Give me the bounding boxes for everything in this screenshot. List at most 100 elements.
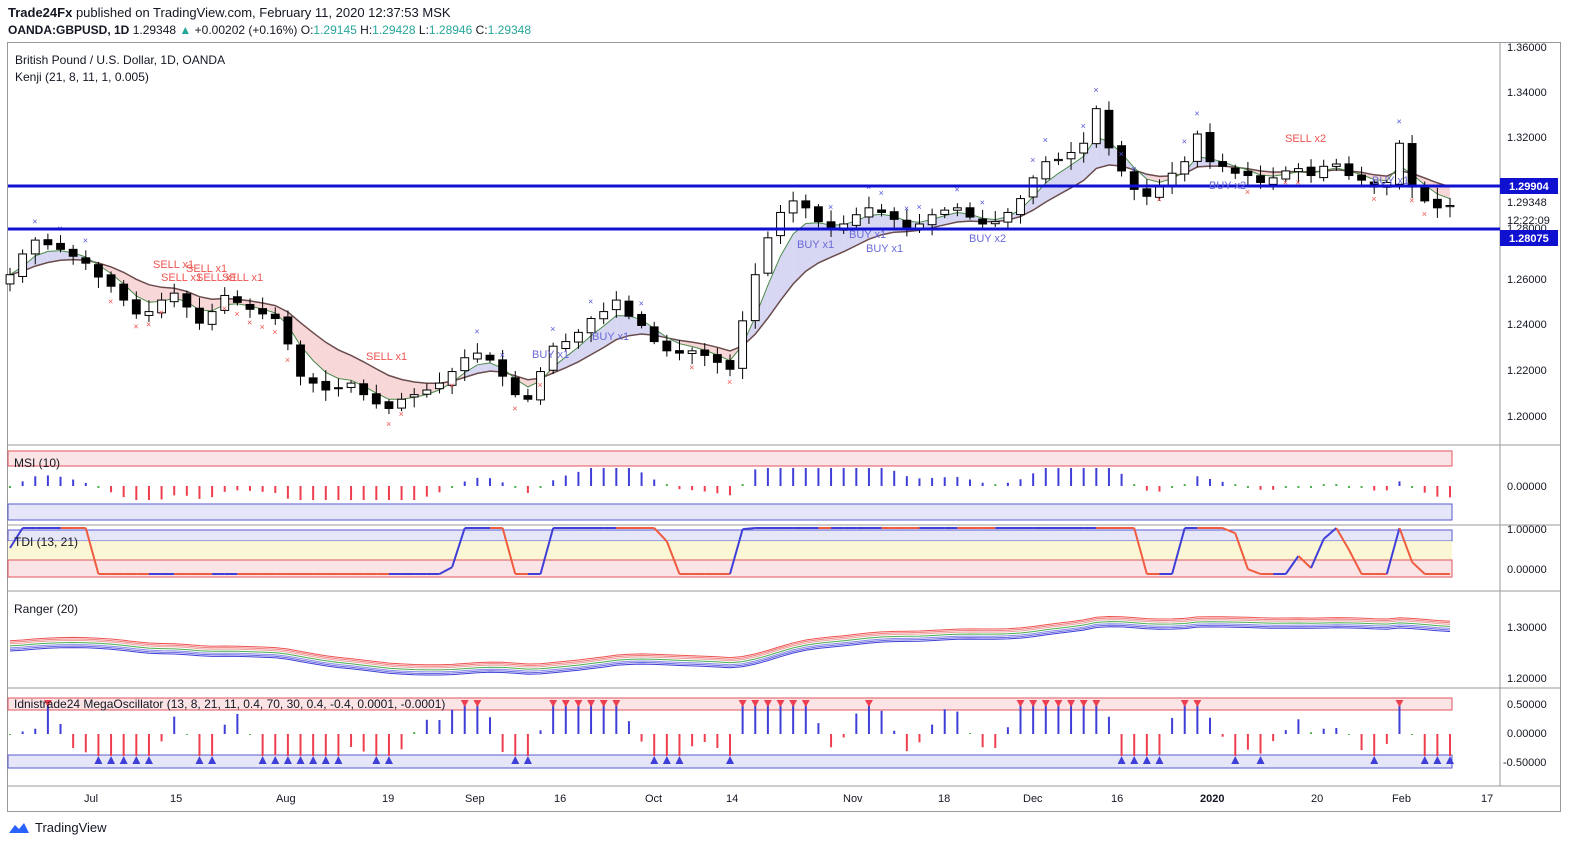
candle-body <box>788 200 798 214</box>
ranger-line <box>9 615 1451 666</box>
signal-mark: × <box>689 363 694 373</box>
candle-body <box>1420 184 1430 202</box>
signal-mark: × <box>386 419 391 429</box>
price-axis[interactable]: 1.36000 1.34000 1.32000 1.28000 1.26000 … <box>1503 42 1547 769</box>
msi-bar <box>539 486 542 488</box>
osc-sell-triangle <box>43 700 52 707</box>
msi-bar <box>905 476 908 486</box>
chart-frame[interactable] <box>7 42 1561 812</box>
tdi-segment <box>729 528 744 575</box>
candle-body <box>776 211 785 237</box>
osc-bar <box>943 709 946 734</box>
candle-body <box>5 274 15 285</box>
msi-bar <box>173 486 176 496</box>
osc-bar <box>817 723 820 734</box>
osc-bar <box>9 734 11 735</box>
msi-bar <box>324 486 327 500</box>
candle-body <box>801 200 811 209</box>
msi-bar <box>754 469 757 486</box>
ranger-line <box>9 619 1451 669</box>
candle-body <box>30 239 40 255</box>
msi-bar <box>1310 486 1313 488</box>
signal-mark: × <box>1131 164 1136 174</box>
footer-brand[interactable]: TradingView <box>35 820 107 835</box>
candle-body <box>68 248 78 257</box>
signal-label: BUY x2 <box>1209 180 1246 192</box>
msi-bar <box>766 468 769 486</box>
signal-label: BUY x1 <box>592 331 629 343</box>
signal-label: SELL x1 <box>366 351 407 363</box>
time-axis[interactable]: Jul 15 Aug 19 Sep 16 Oct 14 Nov 18 Dec 1… <box>84 793 1493 805</box>
osc-bar <box>59 723 62 734</box>
time-tick: 18 <box>938 793 950 805</box>
osc-sell-triangle <box>574 700 583 707</box>
msi-bar <box>1423 486 1426 493</box>
msi-bar <box>729 486 731 496</box>
candle-body <box>1230 167 1240 174</box>
osc-buy-triangle <box>1231 756 1240 764</box>
ranger-line <box>9 621 1451 671</box>
msi-bar <box>1082 468 1085 486</box>
candle-body <box>902 219 912 230</box>
osc-sell-triangle <box>1041 700 1050 707</box>
osc-bar <box>867 704 870 734</box>
candle-body <box>106 274 116 287</box>
candle-body <box>712 354 722 363</box>
signal-mark: × <box>474 326 479 336</box>
time-tick: Oct <box>645 793 662 805</box>
tdi-tick: 1.00000 <box>1507 524 1547 536</box>
osc-bar <box>1423 734 1426 756</box>
candle-body <box>637 313 646 326</box>
signal-mark: × <box>1081 121 1086 131</box>
candle-body <box>1066 151 1076 160</box>
signal-mark: × <box>285 355 290 365</box>
msi-bar <box>1436 486 1439 497</box>
open-value: 1.29145 <box>313 23 357 37</box>
osc-buy-triangle <box>1117 756 1126 764</box>
ranger-tick: 1.20000 <box>1507 673 1547 685</box>
osc-buy-triangle <box>283 756 292 764</box>
candle-body <box>523 395 533 400</box>
candle-body <box>814 206 823 223</box>
osc-bar <box>994 734 997 748</box>
msi-bar <box>1398 481 1401 486</box>
msi-bar <box>223 486 226 492</box>
osc-bar <box>893 730 896 734</box>
candle-body <box>1180 161 1190 175</box>
osc-buy-triangle <box>94 756 103 764</box>
cloud-segment <box>591 326 604 355</box>
ranger-line <box>9 624 1451 674</box>
osc-bar <box>1310 732 1313 734</box>
osc-buy-triangle <box>334 756 343 764</box>
up-arrow-icon: ▲ <box>179 23 192 37</box>
price-tick: 1.32000 <box>1507 132 1547 144</box>
cloud-segment <box>300 322 314 361</box>
cloud-segment <box>578 335 592 362</box>
msi-bar <box>943 477 946 486</box>
msi-bar <box>804 468 807 486</box>
osc-bar <box>299 734 302 756</box>
osc-bar <box>754 704 757 734</box>
candle-body <box>889 211 899 220</box>
osc-bar <box>1044 704 1047 734</box>
high-value: 1.29428 <box>372 23 416 37</box>
tdi-segment <box>1348 549 1363 575</box>
msi-bar <box>72 479 75 486</box>
osc-bar <box>387 734 390 756</box>
osc-buy-triangle <box>1446 756 1454 764</box>
msi-bar <box>362 486 365 500</box>
candle-body <box>687 350 697 354</box>
osc-bar <box>350 734 353 747</box>
osc-bar <box>198 734 201 756</box>
candle-body <box>334 387 343 390</box>
osc-bar <box>1284 730 1287 734</box>
signal-mark: × <box>538 380 543 390</box>
osc-sell-triangle <box>751 700 760 707</box>
cloud-segment <box>338 349 352 381</box>
signal-mark: × <box>1156 195 1161 205</box>
tag-countdown: 12:22:09 <box>1507 215 1550 227</box>
osc-bar <box>400 734 403 750</box>
signal-mark: × <box>272 327 277 337</box>
msi-bar <box>994 484 997 486</box>
